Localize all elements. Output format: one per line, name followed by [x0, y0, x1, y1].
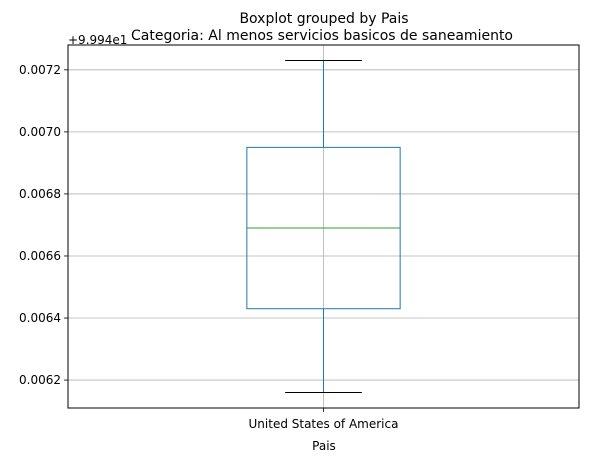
y-tick-label: 0.0062: [19, 373, 61, 387]
x-tick-label: United States of America: [249, 417, 399, 431]
chart-title: Categoria: Al menos servicios basicos de…: [131, 28, 513, 44]
x-axis-label: Pais: [312, 439, 336, 453]
y-tick-label: 0.0064: [19, 311, 61, 325]
y-tick-label: 0.0072: [19, 63, 61, 77]
y-tick-label: 0.0068: [19, 187, 61, 201]
y-tick-label: 0.0066: [19, 249, 61, 263]
y-tick-label: 0.0070: [19, 125, 61, 139]
chart-suptitle: Boxplot grouped by Pais: [239, 11, 408, 27]
axis-ticks: 0.0062 0.0064 0.0066 0.0068 0.0070 0.0072 Unit…: [19, 63, 398, 431]
y-offset-label: +9.994e1: [68, 33, 127, 47]
box-elements: [246, 60, 401, 393]
